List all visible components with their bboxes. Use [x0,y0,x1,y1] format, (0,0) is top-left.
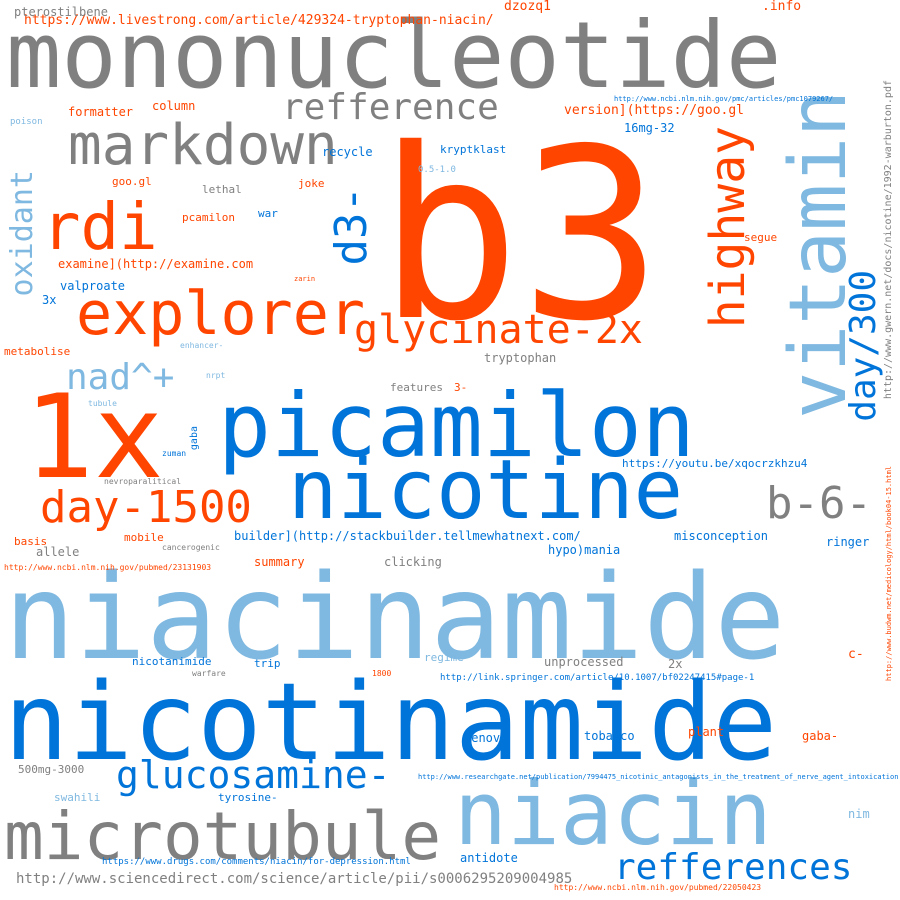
word-31: poison [10,117,43,127]
word-26: dzozq1 [504,0,551,14]
word-87: https://www.drugs.com/comments/niacin/fo… [102,857,411,867]
word-92: http://www.budwm.net/medicology/html/boo… [885,466,893,681]
word-60: builder](http://stackbuilder.tellmewhatn… [234,529,581,543]
word-45: valproate [60,279,126,293]
word-59: mobile [124,531,164,544]
word-21: day/300 [843,270,884,422]
word-28: http://www.ncbi.nlm.nih.gov/pmc/articles… [614,95,834,103]
word-76: 1800 [372,669,392,678]
word-19: refferences [614,847,853,888]
word-14: glycinate-2x [354,307,643,353]
word-53: tubule [88,399,117,408]
word-54: gaba [189,426,200,451]
word-55: zuman [162,449,187,458]
word-51: features [390,381,443,394]
word-49: tryptophan [484,351,557,365]
word-8: microtubule [4,798,442,875]
word-22: nad^+ [66,357,175,398]
word-30: 16mg-32 [624,121,675,135]
word-0: mononucleotide [6,2,782,109]
word-13: rdi [42,191,158,265]
word-63: allele [36,545,80,559]
word-39: lethal [202,183,242,196]
word-17: day-1500 [40,482,252,533]
word-78: denovo [464,731,508,745]
word-32: formatter [68,105,134,119]
word-38: joke [298,177,325,190]
word-16: d3- [326,186,377,266]
word-47: metabolise [4,345,71,358]
word-12: refference [282,87,499,128]
word-41: war [258,207,278,220]
word-44: zarin [294,275,316,283]
word-68: clicking [384,555,442,569]
word-24: https://www.livestrong.com/article/42932… [24,13,494,28]
word-50: nrpt [206,371,226,380]
word-2: niacinamide [4,548,786,686]
word-33: column [152,99,196,113]
word-1: b3 [378,98,663,373]
word-48: enhancer- [180,341,224,350]
word-65: hypo)mania [548,543,621,557]
word-70: trip [254,657,281,670]
word-6: 1x [24,370,164,505]
word-91: http://www.gwern.net/docs/nicotine/1992-… [883,80,894,400]
word-77: http://link.springer.com/article/10.1007… [440,673,755,683]
word-20: b-6- [766,478,872,529]
word-25: pterostilbene [14,5,108,19]
word-64: cancerogenic [162,543,220,552]
word-7: niacin [454,762,772,865]
word-80: plant [688,725,725,739]
word-46: 3x [42,293,57,307]
word-57: nevroparalitical [104,477,182,486]
word-61: misconception [674,529,768,543]
word-18: glucosamine- [116,753,391,797]
word-27: .info [762,0,802,14]
word-15: highway [700,126,756,329]
word-43: examine](http://examine.com [58,257,254,271]
word-36: 0.5-1.0 [418,165,456,175]
word-3: nicotinamide [4,661,778,785]
word-71: regime [424,651,464,664]
word-83: http://www.researchgate.net/publication/… [418,773,899,781]
word-88: antidote [460,851,518,865]
word-37: goo.gl [112,175,152,188]
word-35: recycle [322,145,373,159]
word-58: basis [14,535,48,548]
word-29: version](https://goo.gl [564,103,745,118]
word-5: nicotine [288,443,683,538]
word-52: 3- [454,381,468,394]
word-66: http://www.ncbi.nlm.nih.gov/pubmed/23131… [4,563,212,572]
word-69: nicotanimide [132,655,212,668]
word-85: tyrosine- [218,791,278,804]
word-84: swahili [54,791,101,804]
word-23: oxidant [5,170,40,297]
word-81: gaba- [802,729,839,743]
word-86: nim [848,807,870,821]
word-73: 2x [668,657,683,671]
word-67: summary [254,555,305,569]
word-79: tobacco [584,729,635,743]
word-82: 500mg-3000 [18,763,85,776]
word-40: pcamilon [182,211,235,224]
word-56: https://youtu.be/xqocrzkhzu4 [622,457,808,470]
word-10: markdown [68,113,338,178]
word-42: segue [744,231,778,244]
word-72: unprocessed [544,655,624,669]
word-4: picamilon [218,374,695,477]
word-62: ringer [826,535,870,549]
word-75: warfare [192,669,226,678]
word-89: http://www.sciencedirect.com/science/art… [16,871,573,887]
word-74: c- [848,647,864,662]
word-90: http://www.ncbi.nlm.nih.gov/pubmed/22050… [554,883,762,892]
word-34: kryptklast [440,143,507,156]
word-11: explorer [76,279,365,349]
